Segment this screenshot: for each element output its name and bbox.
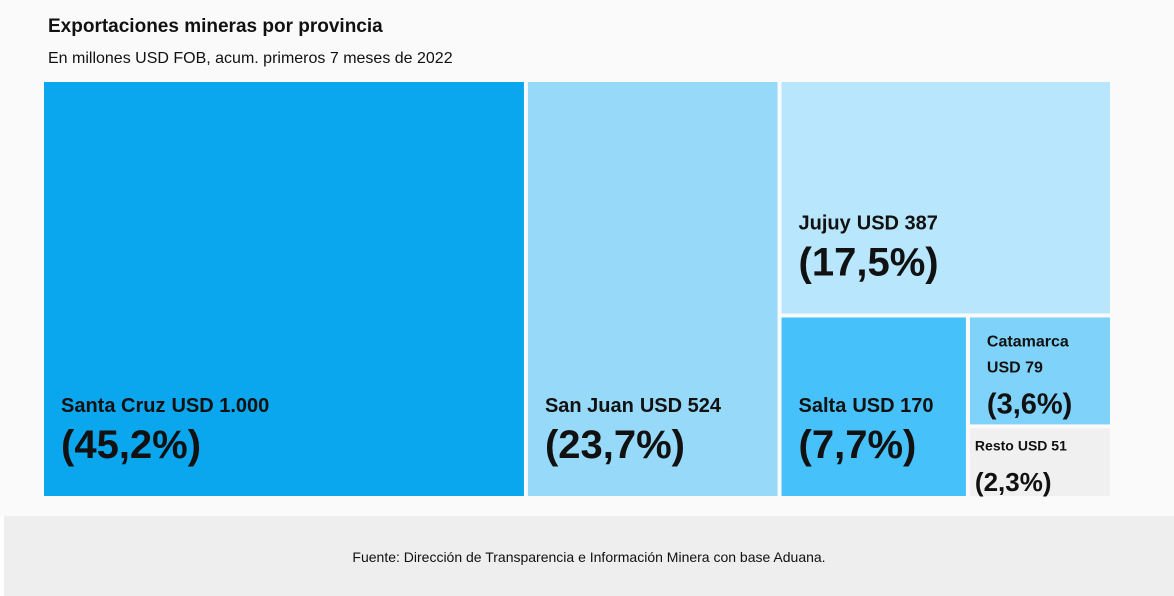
footer-band: [4, 516, 1174, 596]
share-label: (45,2%): [61, 423, 201, 467]
cell-label: Salta USD 170: [799, 395, 934, 417]
province-name: Catamarca: [987, 333, 1069, 350]
chart-title: Exportaciones mineras por provincia: [48, 16, 383, 37]
province-name: San Juan: [545, 395, 634, 417]
share-label: (17,5%): [799, 240, 939, 284]
treemap-cell: [969, 428, 1110, 496]
province-name: Jujuy: [799, 212, 852, 234]
treemap-cell: [44, 82, 524, 496]
cell-label: San Juan USD 524: [545, 395, 722, 417]
cell-label: Santa Cruz USD 1.000: [61, 395, 269, 417]
province-value: USD 79: [987, 359, 1043, 376]
share-label: (3,6%): [987, 388, 1072, 420]
share-label: (7,7%): [799, 423, 917, 467]
treemap-cell: [969, 317, 1110, 425]
cell-label: Jujuy USD 387: [799, 212, 938, 234]
province-value: USD 524: [640, 395, 722, 417]
province-value: USD 170: [852, 395, 933, 417]
province-value: USD 51: [1018, 437, 1067, 453]
treemap-cell: [781, 82, 1110, 314]
province-value: USD 1.000: [171, 395, 269, 417]
province-name: Santa Cruz: [61, 395, 165, 417]
source-note: Fuente: Dirección de Transparencia e Inf…: [352, 549, 825, 565]
chart-subtitle: En millones USD FOB, acum. primeros 7 me…: [48, 50, 453, 67]
treemap-cell: [781, 317, 966, 496]
province-value: USD 387: [857, 212, 938, 234]
share-label: (2,3%): [975, 467, 1052, 497]
province-name: Salta: [799, 395, 848, 417]
share-label: (23,7%): [545, 423, 685, 467]
treemap-cell: [527, 82, 778, 496]
province-name: Resto: [975, 437, 1014, 453]
cell-label: Resto USD 51: [975, 437, 1067, 453]
